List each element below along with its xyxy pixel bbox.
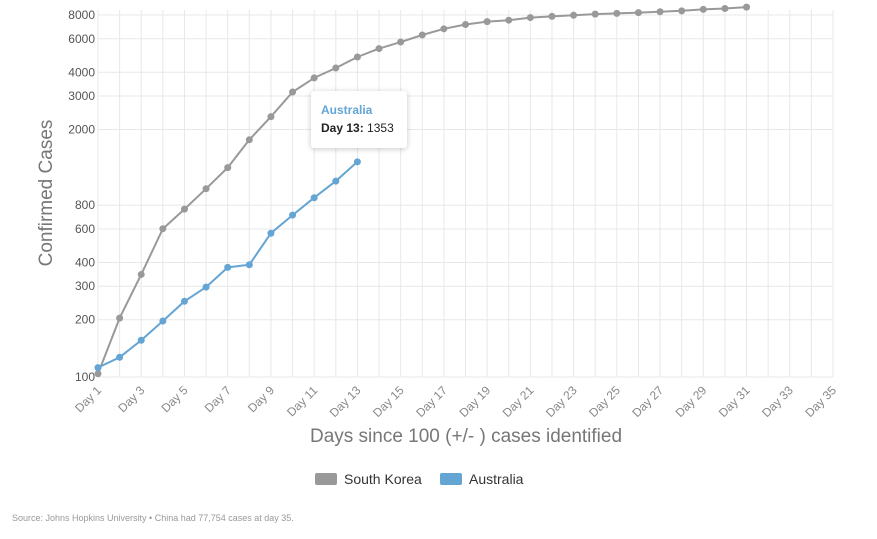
data-point-australia[interactable]	[245, 261, 253, 269]
x-tick-label: Day 11	[284, 383, 320, 419]
x-tick-label: Day 1	[72, 383, 104, 415]
x-tick-label: Day 9	[245, 383, 277, 415]
y-axis-ticks: 100 200 300 400 600 800 2000 3000 4000 6000 8000	[68, 8, 95, 384]
y-tick-label: 600	[75, 222, 95, 236]
data-point-south-korea[interactable]	[116, 314, 124, 322]
data-point-south-korea[interactable]	[548, 12, 556, 20]
data-point-south-korea[interactable]	[656, 8, 664, 16]
x-tick-label: Day 21	[500, 383, 537, 420]
data-point-south-korea[interactable]	[483, 18, 491, 26]
data-point-south-korea[interactable]	[137, 270, 145, 278]
data-point-south-korea[interactable]	[332, 64, 340, 72]
data-point-australia[interactable]	[289, 211, 297, 219]
legend-item-australia[interactable]: Australia	[440, 471, 523, 487]
data-point-australia[interactable]	[267, 229, 275, 237]
x-tick-label: Day 31	[716, 383, 753, 420]
legend-item-south-korea[interactable]: South Korea	[315, 471, 422, 487]
data-point-australia[interactable]	[94, 364, 102, 372]
x-tick-label: Day 13	[327, 383, 364, 420]
data-point-australia[interactable]	[137, 336, 145, 344]
data-point-south-korea[interactable]	[289, 88, 297, 96]
data-point-south-korea[interactable]	[224, 164, 232, 172]
legend-label-australia: Australia	[469, 471, 524, 487]
data-point-south-korea[interactable]	[462, 20, 469, 28]
y-tick-label: 8000	[68, 8, 95, 22]
data-point-south-korea[interactable]	[526, 14, 534, 22]
data-point-south-korea[interactable]	[245, 136, 253, 144]
data-point-south-korea[interactable]	[267, 113, 275, 121]
y-tick-label: 3000	[68, 89, 95, 103]
y-tick-label: 100	[75, 370, 95, 384]
x-tick-label: Day 29	[673, 383, 710, 420]
legend-swatch-south-korea	[315, 473, 337, 485]
y-tick-label: 200	[75, 313, 95, 327]
data-tooltip: Australia Day 13: 1353	[311, 91, 407, 148]
data-point-south-korea[interactable]	[375, 45, 383, 53]
series-layer	[94, 3, 751, 378]
data-point-australia[interactable]	[180, 297, 188, 305]
data-point-south-korea[interactable]	[418, 31, 426, 39]
source-note: Source: Johns Hopkins University • China…	[12, 513, 294, 523]
y-tick-label: 400	[75, 255, 95, 269]
data-point-south-korea[interactable]	[591, 10, 599, 18]
y-tick-label: 2000	[68, 123, 95, 137]
tooltip-value-line: Day 13: 1353	[321, 121, 394, 135]
data-point-south-korea[interactable]	[159, 225, 167, 233]
data-point-south-korea[interactable]	[440, 25, 448, 33]
data-point-south-korea[interactable]	[180, 205, 188, 213]
y-tick-label: 4000	[68, 65, 95, 79]
chart-grid	[97, 10, 834, 378]
data-point-south-korea[interactable]	[94, 370, 102, 378]
tooltip-series-name: Australia	[321, 103, 373, 117]
x-tick-label: Day 25	[586, 383, 623, 420]
data-point-australia[interactable]	[159, 317, 167, 325]
y-tick-label: 300	[75, 279, 95, 293]
data-point-south-korea[interactable]	[678, 7, 686, 15]
data-point-australia[interactable]	[332, 177, 340, 185]
y-axis-title: Confirmed Cases	[36, 120, 57, 267]
data-point-australia[interactable]	[224, 263, 232, 271]
tooltip-day-label: Day 13:	[321, 121, 364, 135]
data-point-south-korea[interactable]	[570, 11, 578, 19]
x-axis-title: Days since 100 (+/- ) cases identified	[310, 426, 622, 447]
data-point-south-korea[interactable]	[310, 74, 318, 82]
y-tick-label: 800	[75, 198, 95, 212]
data-point-south-korea[interactable]	[202, 185, 210, 193]
legend-label-south-korea: South Korea	[344, 471, 422, 487]
x-tick-label: Day 23	[543, 383, 580, 420]
data-point-australia[interactable]	[202, 283, 210, 291]
x-tick-label: Day 35	[802, 383, 839, 420]
y-tick-label: 6000	[68, 32, 95, 46]
legend-swatch-australia	[440, 473, 462, 485]
x-axis-ticks: Day 1 Day 3 Day 5 Day 7 Day 9 Day 11 Day 13 Day…	[72, 383, 839, 420]
x-tick-label: Day 5	[159, 383, 191, 415]
data-point-south-korea[interactable]	[634, 9, 642, 17]
x-tick-label: Day 19	[456, 383, 493, 420]
data-point-australia[interactable]	[353, 158, 361, 166]
x-tick-label: Day 17	[413, 383, 450, 420]
data-point-australia[interactable]	[116, 353, 124, 361]
data-point-south-korea[interactable]	[353, 53, 361, 61]
data-point-south-korea[interactable]	[721, 5, 729, 13]
series-south-korea	[94, 3, 751, 378]
data-point-south-korea[interactable]	[397, 38, 405, 46]
data-point-south-korea[interactable]	[743, 3, 751, 11]
series-australia	[94, 158, 361, 372]
x-tick-label: Day 15	[370, 383, 407, 420]
tooltip-value: 1353	[367, 121, 394, 135]
data-point-australia[interactable]	[310, 194, 318, 202]
x-tick-label: Day 3	[115, 383, 147, 415]
data-point-south-korea[interactable]	[699, 5, 707, 13]
x-tick-label: Day 7	[202, 383, 234, 415]
chart-legend: South Korea Australia	[0, 471, 877, 491]
data-point-south-korea[interactable]	[505, 16, 513, 24]
x-tick-label: Day 33	[759, 383, 796, 420]
data-point-south-korea[interactable]	[613, 9, 621, 17]
x-tick-label: Day 27	[629, 383, 666, 420]
